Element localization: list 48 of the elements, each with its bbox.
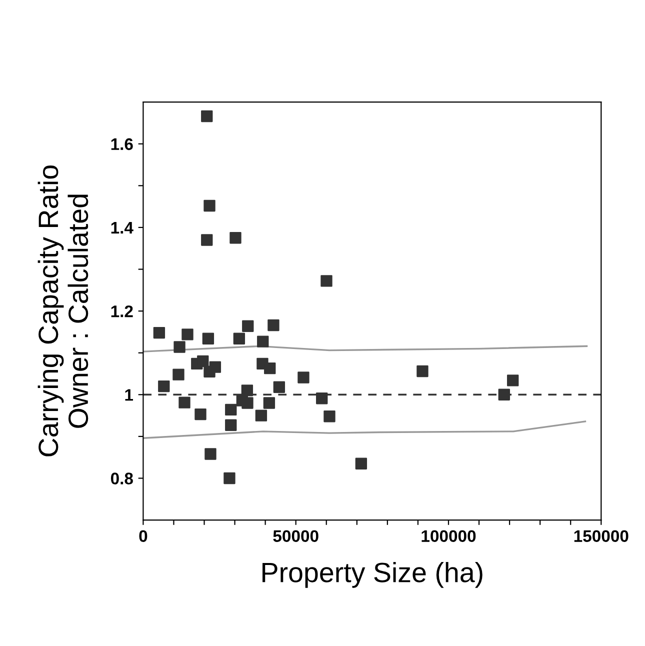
x-tick-label: 100000: [422, 530, 476, 542]
point: [241, 384, 254, 396]
y-tick-label: 1.6: [111, 138, 133, 150]
point: [255, 410, 268, 422]
point: [273, 381, 286, 393]
point: [194, 408, 206, 420]
point: [233, 332, 246, 344]
y-tick-label: 1: [125, 389, 134, 401]
point: [257, 336, 269, 348]
point: [355, 458, 368, 470]
x-tick-label: 0: [139, 530, 148, 542]
point: [201, 234, 213, 246]
line-series: [143, 420, 586, 439]
point: [242, 397, 254, 409]
point: [498, 388, 510, 400]
point: [178, 396, 190, 408]
point: [416, 365, 428, 378]
point: [264, 362, 276, 374]
x-axis-title: Property Size (ha): [262, 562, 482, 588]
point: [268, 319, 280, 332]
point: [230, 232, 242, 244]
y-tick-label: 0.8: [110, 472, 133, 484]
y-tick-label: 1.4: [111, 222, 134, 234]
y-axis-title: Carrying Capacity Ratio Owner : Calculated: [38, 166, 88, 456]
point: [172, 368, 184, 380]
point: [182, 328, 194, 340]
point: [197, 355, 209, 368]
x-tick-label: 150000: [574, 530, 628, 542]
point: [202, 332, 214, 344]
point: [158, 380, 170, 392]
point: [242, 320, 254, 332]
point: [324, 410, 336, 422]
point: [225, 419, 237, 431]
point: [204, 448, 216, 460]
x-tick-label: 50000: [273, 530, 318, 542]
point: [209, 361, 222, 373]
point: [224, 472, 236, 484]
point: [174, 341, 186, 353]
point: [225, 404, 237, 416]
point: [204, 200, 216, 212]
point: [263, 397, 276, 409]
point: [320, 275, 332, 287]
y-tick-label: 1.2: [111, 305, 133, 318]
point: [153, 326, 166, 339]
point: [201, 110, 213, 122]
point: [507, 374, 519, 386]
point: [316, 392, 328, 404]
point: [298, 372, 310, 384]
